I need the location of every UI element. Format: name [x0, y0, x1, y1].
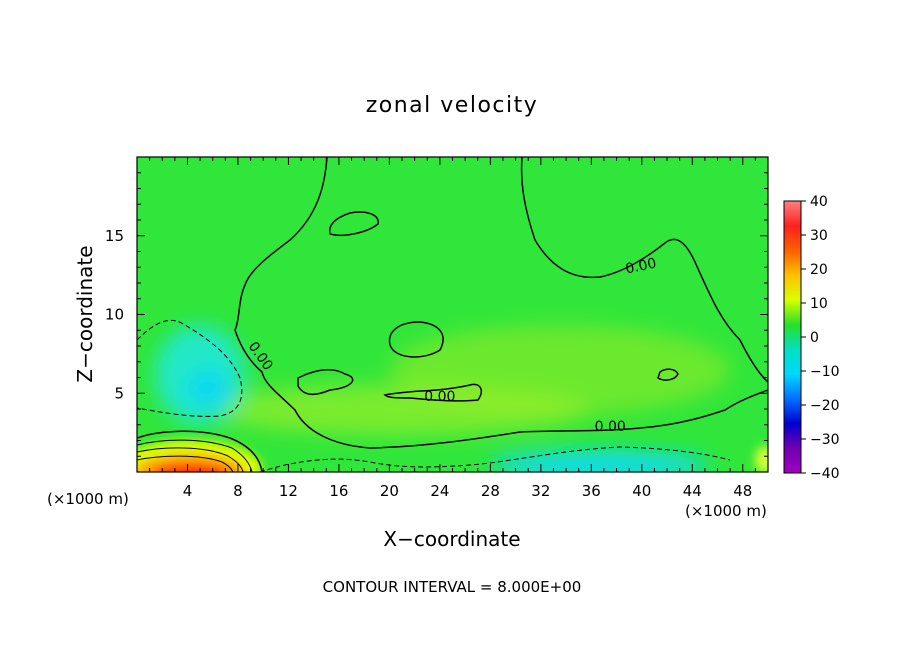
x-tick-label: 4 — [183, 482, 193, 500]
zero-contour-right — [520, 157, 768, 383]
x-tick-label: 12 — [279, 482, 298, 500]
colorbar-tick-label: 10 — [810, 296, 828, 312]
heatmap-surface-cyan — [490, 451, 710, 472]
positive-contour-jet-8 — [137, 439, 253, 472]
x-unit-left: (×1000 m) — [47, 490, 129, 508]
colorbar-tick-label: 30 — [810, 228, 828, 244]
x-tick-label: 16 — [329, 482, 348, 500]
x-tick-label: 20 — [380, 482, 399, 500]
colorbar-tick-label: −20 — [810, 398, 840, 414]
contour-label: 0.00 — [424, 389, 455, 405]
colorbar-tick-label: −40 — [810, 466, 840, 482]
contour-label: 0.00 — [624, 255, 658, 277]
contour-label: 0.00 — [595, 419, 626, 435]
negative-contour-surface — [259, 446, 731, 472]
x-tick-label: 28 — [481, 482, 500, 500]
positive-contour-jet-outer — [137, 430, 263, 472]
x-tick-label: 48 — [733, 482, 752, 500]
zero-contour-small-right — [657, 368, 679, 381]
zero-contour-tongue — [297, 368, 354, 396]
colorbar-tick-label: 40 — [810, 194, 828, 210]
zero-contour-main — [234, 157, 768, 449]
y-tick-label: 5 — [114, 384, 124, 402]
positive-contour-jet-16 — [137, 447, 244, 472]
contour-interval-note: CONTOUR INTERVAL = 8.000E+00 — [323, 578, 582, 596]
contours — [137, 157, 768, 472]
x-tick-label: 24 — [430, 482, 449, 500]
x-axis-label: X−coordinate — [383, 527, 520, 551]
negative-contour-left — [137, 320, 243, 417]
heatmap-cyan-core — [186, 370, 230, 406]
x-tick-label: 36 — [582, 482, 601, 500]
y-tick-label: 15 — [105, 227, 124, 245]
colorbar-tick-label: −10 — [810, 364, 840, 380]
heatmap-right-yellow — [755, 446, 768, 472]
zero-contour-loop-upper — [328, 211, 379, 236]
x-tick-label: 40 — [632, 482, 651, 500]
zero-contour-tail — [383, 383, 482, 402]
x-axis: 4 8 12 16 20 24 28 32 36 40 44 48 — [149, 157, 756, 500]
y-axis-label: Z−coordinate — [73, 245, 97, 382]
colorbar — [783, 200, 802, 474]
colorbar-tick-label: 20 — [810, 262, 828, 278]
x-tick-label: 8 — [233, 482, 243, 500]
positive-contour-jet-24 — [137, 455, 234, 472]
heatmap-field — [137, 157, 768, 472]
heatmap-lighter-green-region-2 — [210, 385, 590, 435]
heatmap-jet-red — [152, 464, 228, 472]
x-unit-right: (×1000 m) — [685, 502, 767, 520]
x-tick-label: 32 — [531, 482, 550, 500]
zero-contour-loop-mid — [388, 321, 444, 358]
colorbar-tick-label: −30 — [810, 432, 840, 448]
y-axis: 5 10 15 — [105, 172, 768, 457]
colorbar-ticks: 40 30 20 10 0 −10 −20 −30 −40 — [801, 194, 840, 482]
colorbar-tick-label: 0 — [810, 330, 819, 346]
y-tick-label: 10 — [105, 306, 124, 324]
chart-title: zonal velocity — [366, 93, 539, 118]
x-tick-label: 44 — [683, 482, 702, 500]
